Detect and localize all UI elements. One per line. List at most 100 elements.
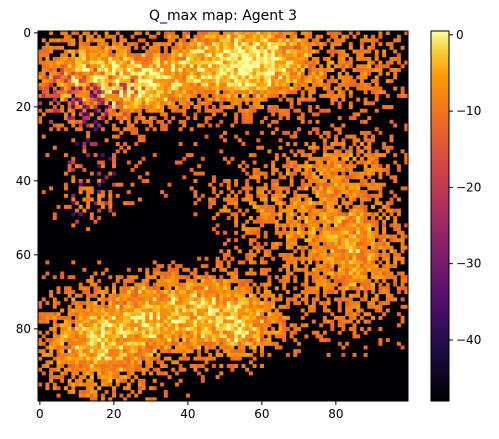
- heatmap-cell: [252, 167, 257, 172]
- heatmap-cell: [89, 334, 94, 339]
- heatmap-cell: [49, 341, 54, 346]
- heatmap-cell: [352, 216, 357, 220]
- heatmap-cell: [82, 286, 87, 291]
- heatmap-cell: [208, 71, 213, 76]
- heatmap-cell: [248, 334, 253, 339]
- heatmap-cell: [226, 93, 231, 98]
- heatmap-cell: [163, 393, 168, 398]
- heatmap-cell: [78, 179, 83, 183]
- heatmap-cell: [174, 271, 179, 276]
- heatmap-cell: [45, 42, 50, 47]
- heatmap-cell: [52, 334, 57, 339]
- heatmap-cell: [112, 56, 116, 61]
- heatmap-cell: [163, 93, 168, 98]
- heatmap-cell: [208, 352, 213, 357]
- heatmap-cell: [267, 71, 272, 76]
- heatmap-cell: [38, 93, 42, 98]
- heatmap-cell: [271, 119, 276, 124]
- heatmap-cell: [334, 49, 338, 54]
- heatmap-cell: [371, 301, 375, 306]
- heatmap-cell: [182, 282, 187, 287]
- heatmap-cell: [396, 34, 401, 39]
- heatmap-cell: [341, 352, 346, 357]
- heatmap-cell: [104, 101, 109, 106]
- heatmap-cell: [326, 167, 331, 172]
- heatmap-cell: [389, 119, 394, 124]
- heatmap-cell: [197, 290, 202, 294]
- heatmap-cell: [197, 164, 202, 169]
- heatmap-cell: [267, 282, 272, 287]
- heatmap-cell: [60, 338, 65, 343]
- heatmap-cell: [67, 308, 72, 313]
- heatmap-cell: [278, 216, 283, 220]
- heatmap-cell: [45, 330, 50, 335]
- heatmap-cell: [189, 153, 194, 158]
- heatmap-cell: [382, 230, 387, 235]
- heatmap-cell: [300, 267, 305, 272]
- heatmap-cell: [134, 334, 139, 339]
- heatmap-cell: [341, 345, 346, 350]
- heatmap-cell: [304, 171, 309, 176]
- heatmap-cell: [363, 190, 368, 195]
- heatmap-cell: [123, 341, 128, 346]
- heatmap-cell: [123, 286, 128, 291]
- heatmap-cell: [293, 31, 298, 35]
- heatmap-cell: [167, 345, 172, 350]
- heatmap-cell: [311, 245, 316, 250]
- heatmap-cell: [82, 116, 87, 121]
- heatmap-cell: [382, 212, 387, 217]
- heatmap-cell: [108, 116, 113, 121]
- heatmap-cell: [285, 223, 290, 228]
- heatmap-cell: [241, 86, 246, 91]
- heatmap-cell: [49, 71, 54, 76]
- heatmap-cell: [145, 360, 150, 365]
- heatmap-cell: [293, 323, 298, 328]
- heatmap-cell: [256, 64, 261, 69]
- heatmap-cell: [241, 308, 246, 313]
- heatmap-cell: [208, 293, 213, 298]
- heatmap-cell: [141, 71, 146, 76]
- heatmap-cell: [341, 179, 346, 183]
- heatmap-cell: [271, 179, 276, 183]
- heatmap-cell: [285, 90, 290, 95]
- heatmap-cell: [282, 230, 287, 235]
- heatmap-cell: [123, 75, 128, 80]
- heatmap-cell: [97, 182, 102, 187]
- heatmap-cell: [123, 56, 128, 61]
- heatmap-cell: [123, 90, 128, 95]
- heatmap-cell: [193, 290, 198, 294]
- heatmap-cell: [97, 193, 102, 198]
- heatmap-cell: [193, 45, 198, 50]
- heatmap-cell: [356, 293, 361, 298]
- heatmap-cell: [322, 301, 327, 306]
- heatmap-cell: [300, 64, 305, 69]
- heatmap-cell: [167, 267, 172, 272]
- heatmap-cell: [393, 38, 398, 43]
- heatmap-cell: [126, 190, 131, 195]
- heatmap-cell: [256, 179, 261, 183]
- heatmap-cell: [322, 256, 327, 261]
- heatmap-cell: [237, 293, 242, 298]
- heatmap-cell: [348, 56, 353, 61]
- heatmap-cell: [237, 297, 242, 302]
- heatmap-cell: [319, 156, 324, 161]
- heatmap-cell: [108, 375, 113, 380]
- heatmap-cell: [141, 60, 146, 65]
- heatmap-cell: [56, 108, 61, 113]
- heatmap-cell: [137, 105, 142, 109]
- heatmap-cell: [263, 193, 268, 198]
- heatmap-cell: [293, 264, 298, 269]
- heatmap-cell: [311, 286, 316, 291]
- heatmap-cell: [149, 275, 153, 280]
- heatmap-cell: [285, 208, 290, 213]
- heatmap-cell: [197, 308, 202, 313]
- heatmap-cell: [230, 90, 235, 95]
- heatmap-cell: [267, 253, 272, 257]
- heatmap-cell: [315, 271, 320, 276]
- heatmap-cell: [282, 79, 287, 84]
- heatmap-cell: [223, 105, 227, 109]
- heatmap-cell: [330, 93, 335, 98]
- heatmap-cell: [382, 278, 387, 283]
- heatmap-cell: [334, 256, 338, 261]
- heatmap-cell: [245, 112, 250, 117]
